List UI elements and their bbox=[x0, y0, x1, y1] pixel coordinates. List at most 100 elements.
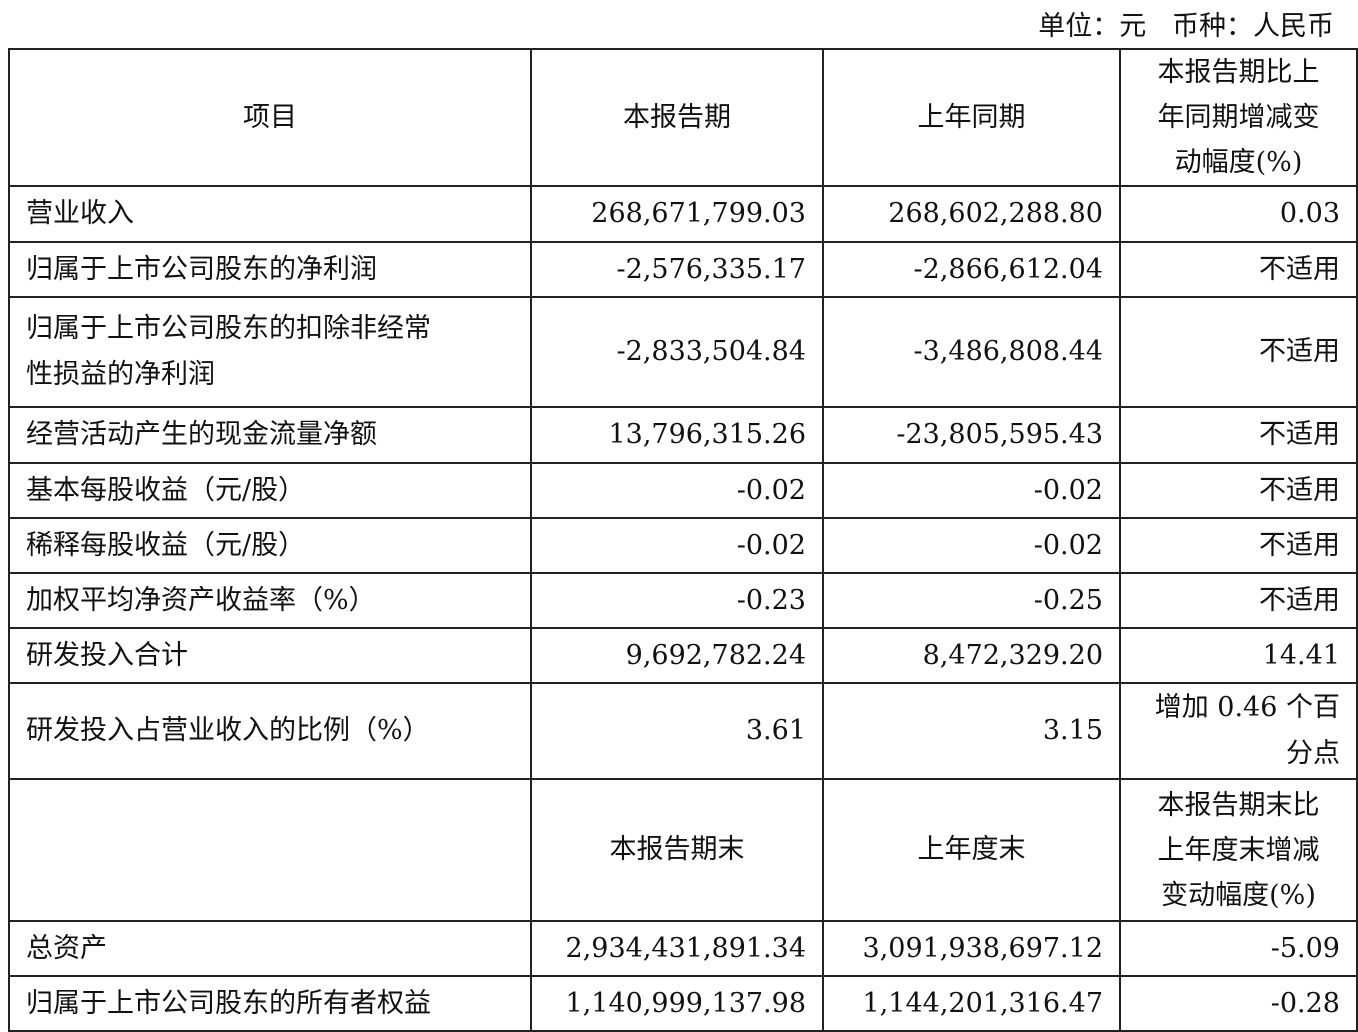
cell-current: 9,692,782.24 bbox=[530, 627, 824, 684]
cell-text: 本报告期末 bbox=[609, 834, 745, 865]
header-cell-prior: 上年度末 bbox=[822, 778, 1121, 922]
cell-text: 基本每股收益（元/股） bbox=[26, 474, 306, 506]
cell-text: 上年度末 bbox=[917, 834, 1026, 865]
cell-text: 动幅度(%) bbox=[1174, 147, 1303, 178]
header-cell-prior: 上年同期 bbox=[822, 48, 1121, 187]
cell-prior: 3.15 bbox=[822, 682, 1121, 780]
cell-current: 13,796,315.26 bbox=[530, 406, 824, 464]
cell-text: 不适用 bbox=[1259, 253, 1340, 285]
cell-item: 研发投入合计 bbox=[8, 627, 532, 684]
cell-text: 不适用 bbox=[1259, 529, 1340, 561]
cell-current: 268,671,799.03 bbox=[530, 185, 824, 243]
cell-change: -5.09 bbox=[1119, 920, 1358, 977]
cell-text: 本报告期 bbox=[623, 101, 731, 133]
cell-change: 不适用 bbox=[1119, 462, 1358, 519]
cell-text: 不适用 bbox=[1259, 336, 1340, 367]
cell-change: 不适用 bbox=[1119, 241, 1358, 298]
header-cell-item: 项目 bbox=[8, 48, 532, 187]
header-cell-change: 本报告期末比 上年度末增减 变动幅度(%) bbox=[1119, 778, 1358, 922]
cell-text: 3.15 bbox=[1042, 715, 1103, 746]
unit-currency-note: 单位：元 币种：人民币 bbox=[1038, 11, 1334, 42]
cell-item: 经营活动产生的现金流量净额 bbox=[8, 406, 532, 464]
cell-text: 3,091,938,697.12 bbox=[862, 932, 1103, 964]
cell-item: 加权平均净资产收益率（%） bbox=[8, 572, 532, 629]
cell-current: 2,934,431,891.34 bbox=[530, 920, 824, 977]
header-cell-current: 本报告期末 bbox=[530, 778, 824, 922]
cell-item: 研发投入占营业收入的比例（%） bbox=[8, 682, 532, 780]
cell-text: 归属于上市公司股东的所有者权益 bbox=[26, 987, 431, 1019]
cell-text: -0.02 bbox=[736, 529, 806, 561]
table-header-row: 项目 本报告期 上年同期 本报告期比上 年同期增减变 动幅度(%) bbox=[8, 48, 1358, 187]
financial-data-table: 项目 本报告期 上年同期 本报告期比上 年同期增减变 动幅度(%) 营业收入 268,671,… bbox=[8, 48, 1358, 1032]
cell-text: 1,144,201,316.47 bbox=[862, 987, 1103, 1019]
table-row: 研发投入合计 9,692,782.24 8,472,329.20 14.41 bbox=[8, 627, 1358, 684]
cell-change: 不适用 bbox=[1119, 406, 1358, 464]
table-row: 归属于上市公司股东的所有者权益 1,140,999,137.98 1,144,201… bbox=[8, 975, 1358, 1032]
cell-item: 营业收入 bbox=[8, 185, 532, 243]
cell-text: 研发投入合计 bbox=[26, 639, 188, 671]
cell-text: 268,602,288.80 bbox=[888, 198, 1103, 229]
table-row: 加权平均净资产收益率（%） -0.23 -0.25 不适用 bbox=[8, 572, 1358, 629]
table-row: 归属于上市公司股东的扣除非经常 性损益的净利润 -2,833,504.84 -3,48… bbox=[8, 296, 1358, 408]
cell-change: 0.03 bbox=[1119, 185, 1358, 243]
cell-text: -0.23 bbox=[736, 584, 806, 616]
cell-text: -5.09 bbox=[1270, 932, 1340, 964]
cell-text: 加权平均净资产收益率（%） bbox=[26, 584, 376, 616]
table-row: 研发投入占营业收入的比例（%） 3.61 3.15 增加 0.46 个百 分点 bbox=[8, 682, 1358, 780]
cell-current: -0.02 bbox=[530, 517, 824, 574]
cell-prior: -0.25 bbox=[822, 572, 1121, 629]
cell-text: 性损益的净利润 bbox=[26, 359, 215, 390]
cell-change: 14.41 bbox=[1119, 627, 1358, 684]
cell-text: 13,796,315.26 bbox=[608, 419, 806, 450]
cell-current: -0.23 bbox=[530, 572, 824, 629]
cell-change: 增加 0.46 个百 分点 bbox=[1119, 682, 1358, 780]
cell-item: 归属于上市公司股东的所有者权益 bbox=[8, 975, 532, 1032]
cell-text: 8,472,329.20 bbox=[922, 639, 1103, 671]
cell-prior: -2,866,612.04 bbox=[822, 241, 1121, 298]
cell-change: 不适用 bbox=[1119, 517, 1358, 574]
cell-change: -0.28 bbox=[1119, 975, 1358, 1032]
cell-text: -0.28 bbox=[1270, 987, 1340, 1019]
cell-prior: 8,472,329.20 bbox=[822, 627, 1121, 684]
table-row: 营业收入 268,671,799.03 268,602,288.80 0.03 bbox=[8, 185, 1358, 243]
cell-current: -0.02 bbox=[530, 462, 824, 519]
cell-text: 9,692,782.24 bbox=[625, 639, 806, 671]
cell-text: 项目 bbox=[243, 101, 297, 133]
table-subheader-row: 本报告期末 上年度末 本报告期末比 上年度末增减 变动幅度(%) bbox=[8, 778, 1358, 922]
cell-current: -2,833,504.84 bbox=[530, 296, 824, 408]
cell-text: -0.02 bbox=[1033, 474, 1103, 506]
cell-text: 1,140,999,137.98 bbox=[565, 987, 806, 1019]
table-row: 基本每股收益（元/股） -0.02 -0.02 不适用 bbox=[8, 462, 1358, 519]
cell-text: 不适用 bbox=[1259, 474, 1340, 506]
cell-item: 归属于上市公司股东的净利润 bbox=[8, 241, 532, 298]
table-row: 总资产 2,934,431,891.34 3,091,938,697.12 -5.09 bbox=[8, 920, 1358, 977]
cell-current: 1,140,999,137.98 bbox=[530, 975, 824, 1032]
header-cell-change: 本报告期比上 年同期增减变 动幅度(%) bbox=[1119, 48, 1358, 187]
cell-text: -2,866,612.04 bbox=[913, 253, 1103, 285]
cell-change: 不适用 bbox=[1119, 296, 1358, 408]
cell-text: 本报告期比上 bbox=[1157, 57, 1320, 88]
cell-text: 稀释每股收益（元/股） bbox=[26, 529, 306, 561]
cell-prior: 1,144,201,316.47 bbox=[822, 975, 1121, 1032]
header-cell-current: 本报告期 bbox=[530, 48, 824, 187]
cell-text: 不适用 bbox=[1259, 584, 1340, 616]
cell-item: 稀释每股收益（元/股） bbox=[8, 517, 532, 574]
cell-text: 经营活动产生的现金流量净额 bbox=[26, 419, 377, 450]
cell-text: -0.02 bbox=[1033, 529, 1103, 561]
cell-prior: 3,091,938,697.12 bbox=[822, 920, 1121, 977]
cell-text: 上年度末增减 bbox=[1157, 834, 1320, 866]
cell-prior: -23,805,595.43 bbox=[822, 406, 1121, 464]
cell-text: 研发投入占营业收入的比例（%） bbox=[26, 715, 430, 746]
cell-text: 不适用 bbox=[1259, 419, 1340, 450]
cell-text: -2,576,335.17 bbox=[616, 253, 806, 285]
cell-text: 268,671,799.03 bbox=[591, 198, 806, 229]
table-row: 经营活动产生的现金流量净额 13,796,315.26 -23,805,595.43… bbox=[8, 406, 1358, 464]
cell-text: -0.02 bbox=[736, 474, 806, 506]
table-row: 归属于上市公司股东的净利润 -2,576,335.17 -2,866,612.04 不… bbox=[8, 241, 1358, 298]
cell-prior: 268,602,288.80 bbox=[822, 185, 1121, 243]
cell-text: 2,934,431,891.34 bbox=[565, 932, 806, 964]
cell-prior: -0.02 bbox=[822, 462, 1121, 519]
cell-text: 归属于上市公司股东的净利润 bbox=[26, 253, 377, 285]
cell-text: 分点 bbox=[1286, 738, 1340, 769]
header-cell-item bbox=[8, 778, 532, 922]
